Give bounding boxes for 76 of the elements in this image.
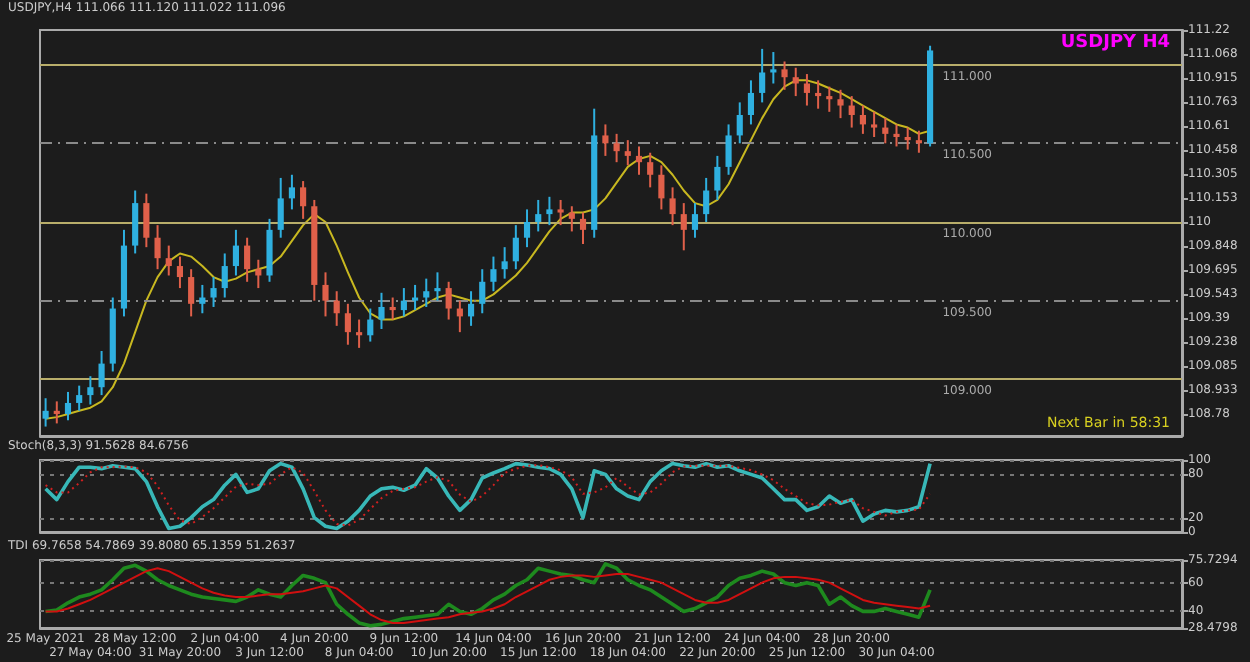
candlestick <box>232 228 240 277</box>
candlestick <box>255 258 262 290</box>
candlestick <box>803 73 811 107</box>
candlestick <box>154 224 161 271</box>
candlestick <box>288 173 295 211</box>
candlestick <box>557 198 564 227</box>
candlestick <box>501 246 508 280</box>
candlestick <box>893 123 900 148</box>
candlestick <box>770 51 777 85</box>
candlestick <box>759 47 766 104</box>
candlestick <box>64 390 72 422</box>
candlestick <box>98 350 105 397</box>
candlestick <box>523 208 531 249</box>
candlestick <box>87 375 94 406</box>
candlestick <box>199 283 206 315</box>
candlestick <box>658 164 665 211</box>
candlestick <box>132 189 139 255</box>
candlestick <box>322 271 329 318</box>
candlestick <box>680 202 687 252</box>
candlestick <box>568 205 575 233</box>
candlestick <box>815 79 822 110</box>
candlestick <box>300 180 307 220</box>
candlestick <box>400 287 407 318</box>
candlestick <box>277 176 284 239</box>
candlestick <box>344 302 351 346</box>
line-series <box>44 79 932 420</box>
candlestick <box>736 101 743 145</box>
candlestick <box>42 397 49 428</box>
candlestick <box>579 211 587 246</box>
candlestick <box>781 60 788 91</box>
candlestick <box>691 202 699 239</box>
candlestick <box>535 198 542 233</box>
candlestick <box>792 66 799 98</box>
candlestick <box>669 186 676 227</box>
candlestick <box>188 268 195 318</box>
candlestick <box>389 296 396 321</box>
candlestick <box>467 290 475 327</box>
candlestick <box>613 132 620 164</box>
candlestick <box>221 252 228 299</box>
candlestick <box>356 318 363 349</box>
candlestick <box>826 85 833 113</box>
candlestick <box>647 151 654 189</box>
candlestick <box>434 271 441 302</box>
candlestick <box>703 176 710 223</box>
candlestick <box>367 307 374 343</box>
candlestick <box>210 276 217 308</box>
candlestick <box>423 277 430 308</box>
candlestick <box>411 283 419 312</box>
candlestick <box>904 126 911 151</box>
candlestick <box>165 244 172 277</box>
candlestick <box>871 110 878 139</box>
text: USDJPY H4 <box>1060 33 1171 53</box>
candlestick <box>53 400 60 425</box>
candlestick <box>635 145 643 176</box>
candlestick <box>76 384 83 412</box>
candlestick <box>445 280 452 321</box>
candlestick <box>602 123 609 157</box>
candlestick <box>915 129 922 154</box>
candlestick <box>479 268 486 315</box>
candlestick <box>490 255 497 293</box>
candlestick <box>848 95 855 129</box>
candlestick <box>266 217 273 283</box>
candlestick <box>859 104 866 135</box>
candlestick <box>624 139 631 167</box>
candlestick <box>546 195 553 227</box>
candlestick <box>837 88 844 120</box>
candlestick <box>725 123 732 176</box>
candlestick <box>512 224 519 271</box>
candlestick <box>378 291 385 330</box>
candlestick <box>333 290 340 327</box>
candlestick <box>244 236 251 283</box>
candlestick <box>882 117 889 145</box>
candlestick <box>747 79 755 126</box>
candlestick <box>176 255 184 290</box>
candlestick <box>714 154 721 201</box>
candlestick <box>143 192 150 249</box>
